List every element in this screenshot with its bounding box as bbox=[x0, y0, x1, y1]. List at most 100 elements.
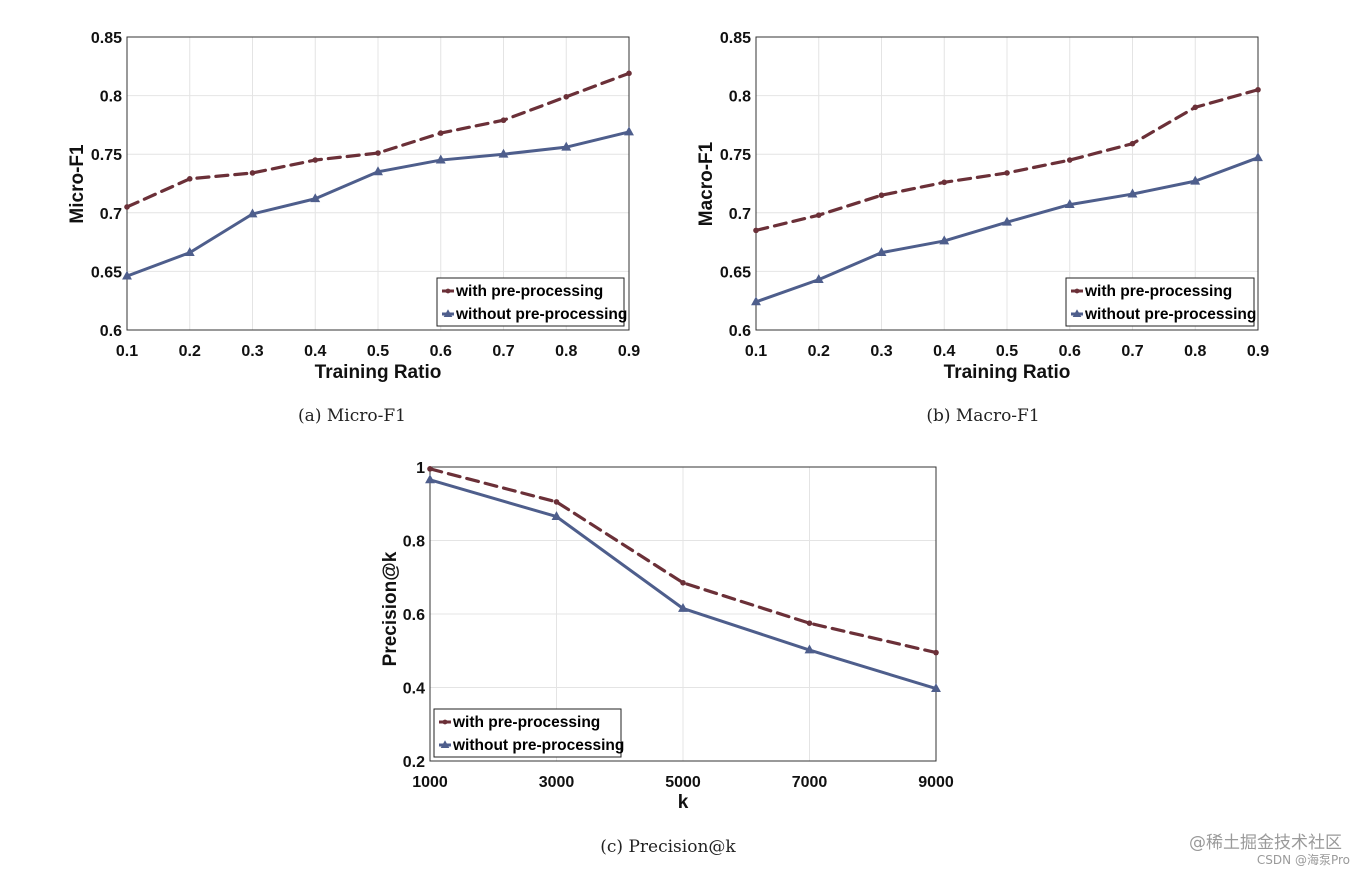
data-point-without bbox=[678, 602, 688, 612]
x-tick-label: 0.3 bbox=[241, 343, 263, 360]
legend-box bbox=[436, 277, 625, 327]
data-point-without bbox=[751, 296, 761, 306]
caption-c: (c) Precision@k bbox=[600, 837, 736, 857]
data-point-with bbox=[553, 499, 560, 505]
x-tick-label: 0.5 bbox=[996, 343, 1018, 360]
data-point-with bbox=[186, 176, 193, 182]
y-axis-label: Macro-F1 bbox=[696, 141, 717, 226]
x-tick-label: 0.9 bbox=[1247, 343, 1269, 360]
plot-frame bbox=[126, 36, 630, 331]
x-tick-label: 0.4 bbox=[304, 343, 326, 360]
legend-label: without pre-processing bbox=[455, 306, 627, 323]
data-point-with bbox=[500, 117, 507, 124]
y-tick-label: 0.6 bbox=[729, 323, 751, 340]
data-point-with bbox=[806, 620, 813, 626]
legend-marker-circle bbox=[445, 288, 451, 294]
watermark-line2: CSDN @海泵Pro bbox=[1257, 852, 1350, 867]
y-tick-label: 0.85 bbox=[720, 30, 751, 47]
x-tick-label: 0.7 bbox=[1121, 343, 1143, 360]
data-point-without bbox=[425, 474, 435, 484]
data-point-with bbox=[1192, 104, 1199, 111]
data-point-with bbox=[563, 93, 570, 100]
data-point-without bbox=[1002, 216, 1012, 226]
x-tick-label: 0.6 bbox=[1059, 343, 1081, 360]
x-tick-label: 9000 bbox=[918, 774, 954, 791]
data-point-with bbox=[1004, 170, 1010, 176]
data-point-without bbox=[804, 644, 815, 654]
legend-box bbox=[1065, 277, 1255, 327]
y-tick-label: 1 bbox=[416, 460, 425, 477]
x-tick-label: 0.6 bbox=[430, 343, 452, 360]
y-tick-label: 0.2 bbox=[403, 754, 425, 771]
data-point-with bbox=[1129, 140, 1136, 147]
legend-label: with pre-processing bbox=[455, 283, 603, 300]
x-tick-label: 0.3 bbox=[870, 343, 892, 360]
legend-marker-circle bbox=[442, 719, 448, 725]
x-tick-label: 0.7 bbox=[492, 343, 514, 360]
caption-a: (a) Micro-F1 bbox=[298, 406, 406, 426]
data-point-without bbox=[939, 235, 950, 245]
x-tick-label: 0.9 bbox=[618, 343, 640, 360]
y-tick-label: 0.65 bbox=[91, 264, 122, 281]
y-tick-label: 0.7 bbox=[100, 206, 122, 223]
legend-marker-circle bbox=[1074, 288, 1080, 294]
data-point-with bbox=[753, 227, 759, 234]
data-point-without bbox=[373, 166, 383, 176]
data-point-with bbox=[815, 212, 822, 218]
y-tick-label: 0.4 bbox=[403, 681, 425, 698]
x-tick-label: 0.2 bbox=[808, 343, 830, 360]
x-tick-label: 0.4 bbox=[933, 343, 955, 360]
data-point-without bbox=[876, 247, 887, 257]
data-point-without bbox=[310, 193, 321, 203]
data-point-with bbox=[878, 192, 885, 199]
data-point-without bbox=[813, 274, 824, 284]
x-tick-label: 5000 bbox=[665, 774, 701, 791]
legend-label: with pre-processing bbox=[452, 714, 600, 731]
x-axis-label: k bbox=[678, 792, 689, 813]
x-tick-label: 0.8 bbox=[555, 343, 577, 360]
data-point-with bbox=[375, 150, 381, 156]
data-point-with bbox=[124, 204, 130, 210]
y-tick-label: 0.8 bbox=[403, 534, 425, 551]
data-point-with bbox=[626, 70, 632, 77]
caption-b: (b) Macro-F1 bbox=[926, 406, 1039, 426]
x-tick-label: 0.1 bbox=[745, 343, 767, 360]
chart-macro-f1: 0.1 0.2 0.3 0.4 0.5 0.6 0.7 0.8 0.9 0.6 0.65 0.7 0.7… bbox=[696, 30, 1269, 383]
data-point-with bbox=[1066, 157, 1073, 163]
data-point-without bbox=[498, 148, 509, 158]
x-tick-label: 0.2 bbox=[179, 343, 201, 360]
plot-frame bbox=[429, 466, 937, 762]
y-tick-label: 0.6 bbox=[100, 323, 122, 340]
series-line-with-preprocessing bbox=[428, 467, 938, 655]
y-axis-label: Micro-F1 bbox=[67, 144, 88, 224]
data-point-with bbox=[427, 466, 433, 472]
data-point-without bbox=[122, 270, 132, 280]
y-tick-label: 0.8 bbox=[729, 89, 751, 106]
x-tick-label: 0.5 bbox=[367, 343, 389, 360]
y-tick-label: 0.75 bbox=[720, 147, 751, 164]
y-tick-label: 0.7 bbox=[729, 206, 751, 223]
data-point-with bbox=[437, 130, 444, 136]
chart-precision-at-k: 1000 3000 5000 7000 9000 0.2 0.4 0.6 0.8 1 k Precis… bbox=[380, 460, 954, 813]
data-point-without bbox=[184, 247, 195, 257]
data-point-without bbox=[624, 126, 634, 136]
data-point-without bbox=[1253, 152, 1263, 162]
plot-frame bbox=[755, 36, 1259, 331]
data-point-with bbox=[933, 649, 939, 656]
data-point-with bbox=[941, 179, 948, 186]
legend-marker-triangle bbox=[440, 740, 450, 748]
legend-label: with pre-processing bbox=[1084, 283, 1232, 300]
data-point-without bbox=[247, 208, 258, 218]
data-point-with bbox=[249, 170, 256, 176]
y-tick-label: 0.8 bbox=[100, 89, 122, 106]
data-point-without bbox=[551, 511, 562, 521]
data-point-without bbox=[435, 154, 446, 164]
data-point-without bbox=[1190, 175, 1201, 185]
data-point-with bbox=[680, 579, 686, 586]
data-point-without bbox=[561, 141, 572, 151]
x-tick-label: 1000 bbox=[412, 774, 448, 791]
x-tick-label: 3000 bbox=[539, 774, 575, 791]
x-tick-label: 7000 bbox=[792, 774, 828, 791]
legend-label: without pre-processing bbox=[1084, 306, 1256, 323]
